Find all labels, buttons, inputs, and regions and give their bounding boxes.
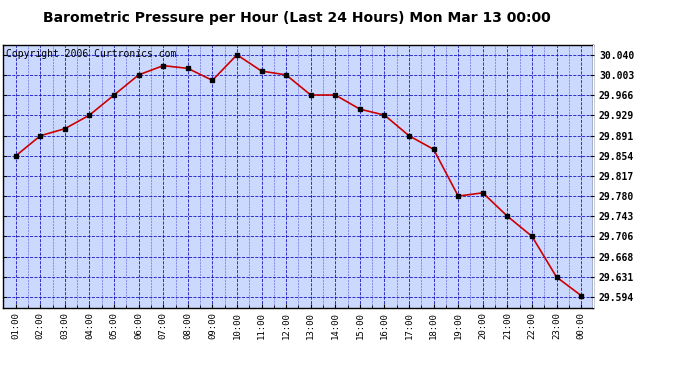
Text: Barometric Pressure per Hour (Last 24 Hours) Mon Mar 13 00:00: Barometric Pressure per Hour (Last 24 Ho… [43,11,551,25]
Text: Copyright 2006 Curtronics.com: Copyright 2006 Curtronics.com [6,49,177,59]
